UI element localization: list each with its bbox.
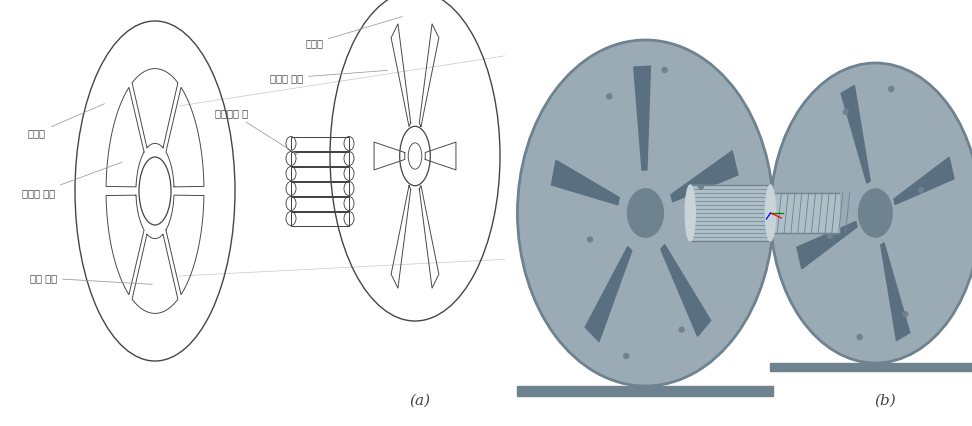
FancyBboxPatch shape bbox=[771, 193, 839, 233]
Polygon shape bbox=[771, 363, 972, 371]
Ellipse shape bbox=[844, 109, 849, 115]
Text: 회전판: 회전판 bbox=[28, 104, 104, 138]
Ellipse shape bbox=[903, 311, 908, 317]
Ellipse shape bbox=[858, 189, 892, 237]
Text: (a): (a) bbox=[409, 394, 431, 408]
Polygon shape bbox=[634, 66, 650, 170]
Polygon shape bbox=[671, 151, 738, 202]
Ellipse shape bbox=[827, 233, 832, 239]
Ellipse shape bbox=[857, 334, 862, 340]
Ellipse shape bbox=[888, 86, 893, 92]
Polygon shape bbox=[661, 245, 711, 336]
Ellipse shape bbox=[679, 327, 684, 332]
Polygon shape bbox=[841, 86, 870, 183]
Text: (b): (b) bbox=[875, 394, 896, 408]
Ellipse shape bbox=[771, 63, 972, 363]
Polygon shape bbox=[797, 222, 857, 269]
Text: 기준판 슬롯: 기준판 슬롯 bbox=[270, 70, 387, 83]
Ellipse shape bbox=[587, 237, 593, 242]
Ellipse shape bbox=[628, 189, 663, 237]
Text: 풀리 중심: 풀리 중심 bbox=[30, 273, 153, 284]
Ellipse shape bbox=[765, 185, 776, 241]
Ellipse shape bbox=[607, 94, 611, 99]
Ellipse shape bbox=[685, 185, 695, 241]
Ellipse shape bbox=[662, 67, 667, 72]
Polygon shape bbox=[551, 160, 619, 205]
Ellipse shape bbox=[624, 354, 629, 359]
Text: 슬라이딩 핀: 슬라이딩 핀 bbox=[215, 108, 297, 155]
Ellipse shape bbox=[919, 187, 923, 193]
Ellipse shape bbox=[699, 184, 704, 189]
FancyBboxPatch shape bbox=[690, 185, 771, 241]
Polygon shape bbox=[881, 243, 910, 340]
Ellipse shape bbox=[517, 40, 774, 386]
Polygon shape bbox=[585, 247, 632, 342]
Text: 회전판 슬롯: 회전판 슬롯 bbox=[22, 162, 122, 198]
Polygon shape bbox=[894, 157, 954, 204]
Polygon shape bbox=[517, 386, 774, 396]
Text: 기준판: 기준판 bbox=[305, 17, 402, 48]
